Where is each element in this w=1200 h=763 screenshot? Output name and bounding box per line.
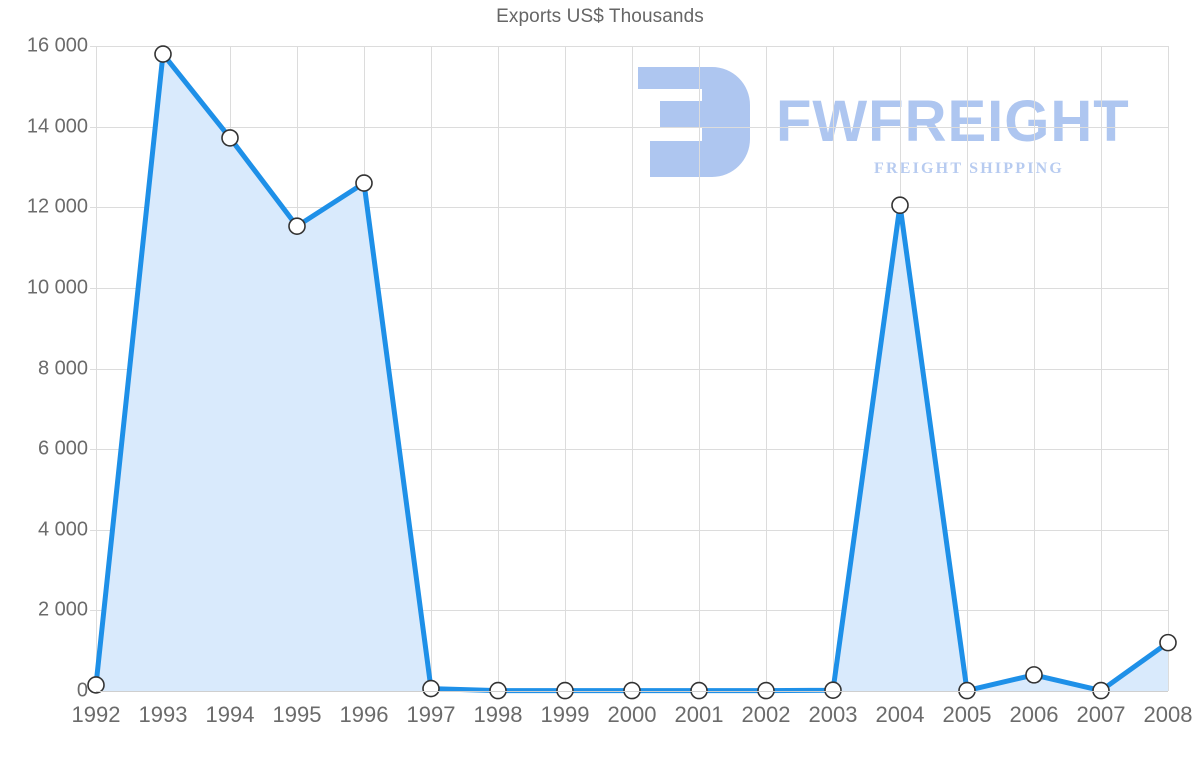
chart-title: Exports US$ Thousands — [496, 6, 704, 27]
x-axis-tick-label: 1999 — [540, 702, 590, 727]
x-axis-tick-label: 2006 — [1009, 702, 1059, 727]
gridline-vertical — [632, 46, 633, 691]
y-tick-mark — [90, 126, 96, 128]
y-tick-mark — [90, 207, 96, 209]
x-axis-tick-label: 2004 — [875, 702, 925, 727]
x-axis-tick-label: 2008 — [1143, 702, 1193, 727]
y-axis-tick-label: 8 000 — [37, 357, 88, 379]
data-point-marker[interactable] — [87, 676, 105, 694]
data-point-marker[interactable] — [824, 681, 842, 699]
gridline-vertical — [431, 46, 432, 691]
y-axis-tick-label: 16 000 — [26, 34, 88, 57]
data-series-layer — [87, 45, 1177, 700]
x-axis-tick-label: 1994 — [205, 702, 255, 727]
y-tick-mark — [90, 529, 96, 531]
data-point-marker[interactable] — [355, 174, 373, 192]
gridline-vertical — [833, 46, 834, 691]
plot-area — [87, 45, 1177, 700]
data-point-marker[interactable] — [556, 681, 574, 700]
gridline-vertical — [766, 46, 767, 691]
data-point-marker[interactable] — [489, 681, 507, 700]
data-point-marker[interactable] — [288, 217, 306, 235]
x-axis-tick-label: 2000 — [607, 702, 657, 727]
x-axis-tick-label: 2002 — [741, 702, 791, 727]
x-axis-tick-label: 1996 — [339, 702, 389, 727]
data-point-marker[interactable] — [891, 196, 909, 215]
data-point-marker[interactable] — [1092, 681, 1110, 700]
gridline-vertical — [565, 46, 566, 691]
y-tick-mark — [90, 46, 96, 47]
data-point-marker[interactable] — [1025, 666, 1043, 684]
gridline-vertical — [1034, 46, 1035, 691]
gridline-vertical — [1101, 46, 1102, 691]
data-point-marker[interactable] — [422, 679, 440, 698]
x-axis-tick-label: 1998 — [473, 702, 523, 727]
gridline-vertical — [1168, 46, 1169, 691]
data-point-marker[interactable] — [221, 129, 239, 147]
y-axis-tick-label: 10 000 — [26, 276, 88, 299]
x-axis-tick-label: 1997 — [406, 702, 456, 727]
data-point-marker[interactable] — [958, 681, 976, 700]
x-axis-tick-label: 2001 — [674, 702, 724, 727]
y-axis-tick-label: 12 000 — [26, 195, 88, 218]
x-axis-tick-label: 1992 — [71, 702, 121, 727]
y-tick-mark — [90, 368, 96, 370]
x-axis-tick-label: 1993 — [138, 702, 188, 727]
data-point-marker[interactable] — [154, 45, 172, 63]
x-axis-tick-label: 2007 — [1076, 702, 1126, 727]
x-axis-line — [96, 691, 1168, 692]
data-point-marker[interactable] — [1159, 633, 1177, 652]
y-axis-tick-label: 2 000 — [37, 598, 88, 621]
x-axis-tick-label: 1995 — [272, 702, 322, 727]
gridline-vertical — [96, 46, 97, 691]
y-tick-mark — [90, 287, 96, 289]
data-point-marker[interactable] — [757, 681, 775, 700]
x-axis-tick-label: 2005 — [942, 702, 992, 727]
gridline-vertical — [498, 46, 499, 691]
data-point-marker[interactable] — [690, 681, 708, 700]
y-axis-tick-label: 6 000 — [37, 437, 88, 460]
data-point-marker[interactable] — [623, 681, 641, 700]
x-axis-tick-label: 2003 — [808, 702, 858, 727]
y-tick-mark — [90, 610, 96, 612]
data-point-markers — [87, 45, 1177, 700]
y-axis-tick-label: 0 — [76, 679, 88, 702]
y-tick-mark — [90, 449, 96, 451]
gridline-vertical — [699, 46, 700, 691]
area-fill — [96, 54, 1168, 692]
gridline-vertical — [967, 46, 968, 691]
y-axis-tick-label: 14 000 — [26, 115, 88, 138]
y-axis-tick-label: 4 000 — [37, 518, 88, 541]
